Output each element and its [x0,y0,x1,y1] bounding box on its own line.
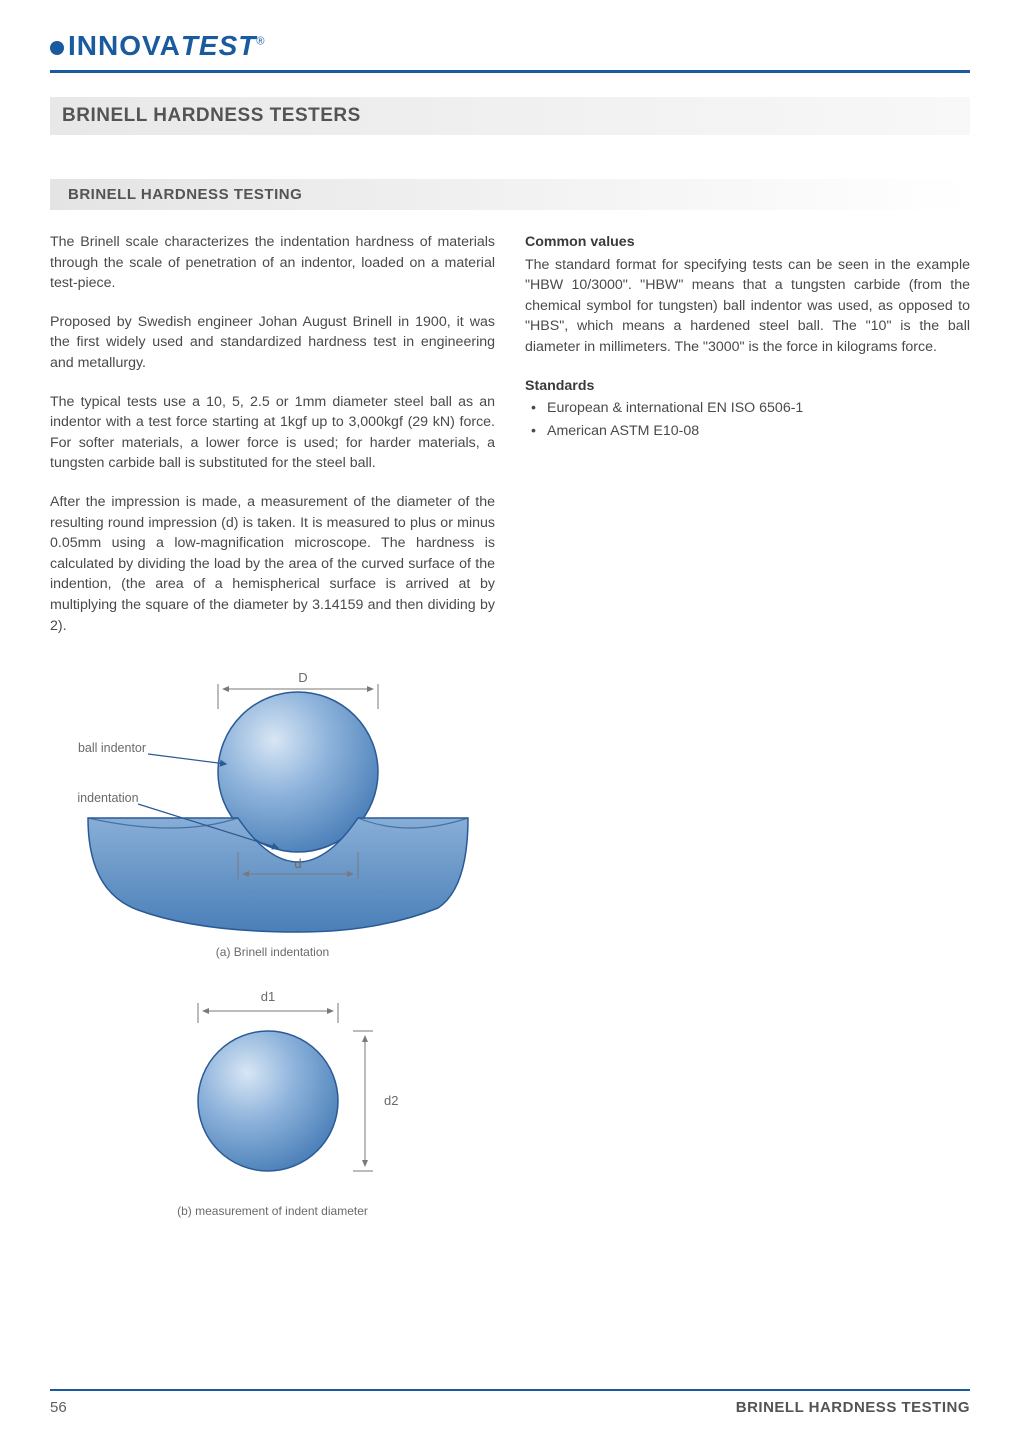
label-D: D [298,670,307,685]
left-column: The Brinell scale characterizes the inde… [50,232,495,1243]
label-indentation: indentation [77,791,138,805]
indent-circle-icon [198,1031,338,1171]
label-d: d [294,856,301,871]
section-title: BRINELL HARDNESS TESTING [68,186,952,203]
caption-a: (a) Brinell indentation [50,944,495,961]
para-3: The typical tests use a 10, 5, 2.5 or 1m… [50,392,495,474]
logo-text-a: INNOVA [68,30,181,61]
content-columns: The Brinell scale characterizes the inde… [50,232,970,1243]
top-divider [50,70,970,73]
heading-standards: Standards [525,376,970,397]
page-title: BRINELL HARDNESS TESTERS [62,105,958,127]
caption-b: (b) measurement of indent diameter [50,1203,495,1220]
para-common-values: The standard format for specifying tests… [525,255,970,358]
main-title-bar: BRINELL HARDNESS TESTERS [50,97,970,135]
right-column: Common values The standard format for sp… [525,232,970,1243]
logo-bullet-icon [50,41,64,55]
list-item: European & international EN ISO 6506-1 [529,398,970,419]
page-number: 56 [50,1399,67,1416]
label-d1: d1 [260,989,274,1004]
standards-list: European & international EN ISO 6506-1 A… [525,398,970,441]
section-title-bar: BRINELL HARDNESS TESTING [50,179,970,210]
logo: INNOVATEST® [50,30,970,62]
list-item: American ASTM E10-08 [529,421,970,442]
footer-divider [50,1389,970,1391]
diagram-area: D ball indentor indentation [50,654,495,1221]
logo-reg: ® [256,36,265,48]
para-2: Proposed by Swedish engineer Johan Augus… [50,312,495,374]
label-ball-indentor: ball indentor [77,741,145,755]
footer-row: 56 BRINELL HARDNESS TESTING [50,1399,970,1416]
brinell-indentation-diagram: D ball indentor indentation [68,654,478,934]
page: INNOVATEST® BRINELL HARDNESS TESTERS BRI… [0,0,1020,1442]
logo-text-b: TEST [181,30,257,61]
footer-title: BRINELL HARDNESS TESTING [736,1399,970,1416]
measurement-diagram: d1 d2 [128,983,418,1193]
para-4: After the impression is made, a measurem… [50,492,495,636]
heading-common-values: Common values [525,232,970,253]
footer: 56 BRINELL HARDNESS TESTING [50,1389,970,1416]
label-d2: d2 [384,1093,398,1108]
para-1: The Brinell scale characterizes the inde… [50,232,495,294]
